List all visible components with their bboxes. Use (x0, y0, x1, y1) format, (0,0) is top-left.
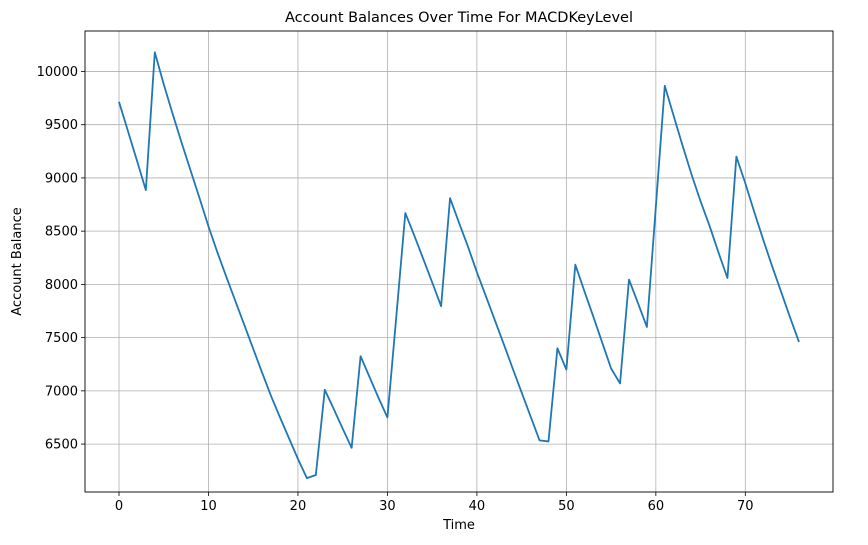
x-axis-ticks: 0 10 20 30 40 50 60 70 (115, 492, 754, 514)
x-tick-label: 60 (648, 499, 665, 514)
y-axis-ticks: 6500 7000 7500 8000 8500 9000 9500 10000 (37, 65, 85, 453)
y-tick-label: 6500 (45, 438, 78, 453)
y-tick-label: 7000 (45, 384, 78, 399)
plot-area-frame (84, 30, 834, 493)
y-tick-label: 10000 (37, 65, 78, 80)
x-tick-label: 30 (379, 499, 396, 514)
grid-lines (85, 31, 833, 492)
x-axis-label: Time (442, 518, 475, 533)
x-tick-label: 50 (558, 499, 575, 514)
y-tick-label: 8000 (45, 278, 78, 293)
x-tick-label: 20 (290, 499, 307, 514)
y-axis-label: Account Balance (10, 207, 25, 315)
y-tick-label: 7500 (45, 331, 78, 346)
x-tick-label: 40 (469, 499, 486, 514)
x-tick-label: 10 (200, 499, 217, 514)
x-tick-label: 70 (737, 499, 754, 514)
chart-title: Account Balances Over Time For MACDKeyLe… (285, 10, 633, 26)
y-tick-label: 9500 (45, 118, 78, 133)
y-tick-label: 9000 (45, 171, 78, 186)
x-tick-label: 0 (115, 499, 123, 514)
series-line (118, 51, 800, 480)
y-tick-label: 8500 (45, 225, 78, 240)
